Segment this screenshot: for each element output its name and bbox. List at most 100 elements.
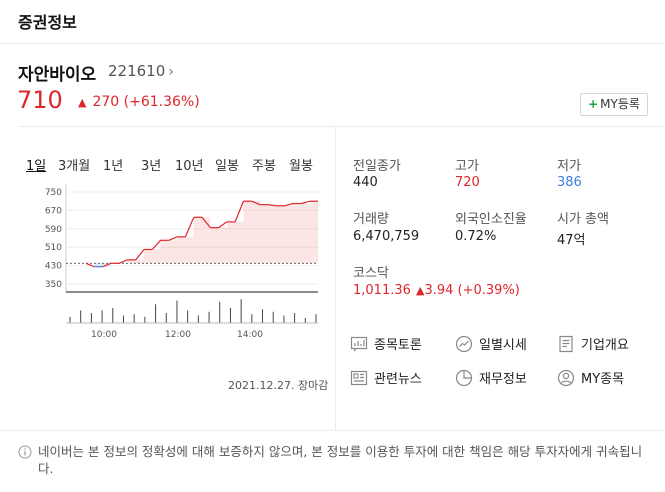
low-value: 386 <box>557 175 582 190</box>
y-tick-label: 430 <box>45 262 62 272</box>
my-register-label: MY등록 <box>600 97 640 111</box>
price-line-segment <box>135 249 145 261</box>
tab-monthly[interactable]: 월봉 <box>289 159 313 174</box>
daily-price-link[interactable]: 일별시세 <box>455 334 527 353</box>
price-line-segment <box>201 216 211 229</box>
price-area-up <box>268 204 277 264</box>
price-area-up <box>293 203 302 264</box>
stock-name-link[interactable]: 자안바이오 <box>18 65 97 85</box>
tab-1y[interactable]: 1년 <box>103 159 124 174</box>
price-change: ▲ 270 (+61.36%) <box>78 94 200 110</box>
x-tick-label: 12:00 <box>165 330 191 340</box>
disclaimer-text: 네이버는 본 정보의 정확성에 대해 보증하지 않으며, 본 정보를 이용한 투… <box>38 444 643 476</box>
prev-close-value: 440 <box>353 175 378 190</box>
price-line-segment <box>284 202 294 207</box>
price-area-up <box>251 201 260 264</box>
price-area-up <box>144 249 153 264</box>
index-change: ▲3.94 (+0.39%) <box>416 283 520 298</box>
news-link[interactable]: 관련뉴스 <box>350 368 422 387</box>
plus-icon: + <box>588 97 599 111</box>
market-cap-label: 시가 총액 <box>557 212 609 227</box>
price-area-up <box>210 227 219 264</box>
price-area-up <box>260 204 269 264</box>
intraday-chart[interactable]: 750 670 590 510 430 350 10:00 12:00 14:00 <box>18 180 323 345</box>
index-change-value: 3.94 (+0.39%) <box>424 283 520 298</box>
tab-3m[interactable]: 3개월 <box>58 159 91 174</box>
y-tick-label: 350 <box>45 280 62 290</box>
my-stock-label: MY종목 <box>581 372 625 387</box>
volume-label: 거래량 <box>353 212 389 227</box>
discussion-link[interactable]: 종목토론 <box>350 334 422 353</box>
price-area-up <box>135 259 144 264</box>
price-area-up <box>276 205 285 264</box>
price-area-up <box>160 240 169 264</box>
daily-price-label: 일별시세 <box>479 338 527 353</box>
foreign-value: 0.72% <box>455 229 497 244</box>
document-icon <box>559 335 573 352</box>
index-label: 코스닥 <box>353 266 389 281</box>
company-overview-link[interactable]: 기업개요 <box>557 334 629 353</box>
tab-weekly[interactable]: 주봉 <box>252 159 276 174</box>
tab-10y[interactable]: 10년 <box>175 159 204 174</box>
x-tick-label: 14:00 <box>237 330 263 340</box>
up-triangle-icon: ▲ <box>78 96 87 109</box>
prev-close-label: 전일종가 <box>353 159 401 174</box>
volume-value: 6,470,759 <box>353 229 420 244</box>
price-line-segment <box>301 200 310 205</box>
y-tick-label: 510 <box>45 243 62 253</box>
price-line-segment <box>151 239 162 250</box>
price-line-segment <box>168 236 178 241</box>
price-line-segment <box>218 221 228 229</box>
price-area-up <box>177 236 186 264</box>
divider <box>0 430 665 431</box>
financial-link[interactable]: 재무정보 <box>455 368 527 387</box>
disclaimer: 네이버는 본 정보의 정확성에 대해 보증하지 않으며, 본 정보를 이용한 투… <box>18 443 648 477</box>
high-label: 고가 <box>455 159 479 174</box>
price-area-down <box>94 263 103 267</box>
price-area-up <box>218 227 227 264</box>
section-title: 증권정보 <box>18 13 77 32</box>
price-line-segment <box>251 200 261 206</box>
price-area-up <box>185 236 194 264</box>
price-line-segment <box>184 217 195 238</box>
user-circle-icon <box>557 369 575 386</box>
divider <box>18 126 663 127</box>
news-label: 관련뉴스 <box>374 372 422 387</box>
y-tick-label: 750 <box>45 188 62 198</box>
my-register-button[interactable]: + MY등록 <box>580 93 648 116</box>
price-line-segment <box>118 259 128 264</box>
trend-circle-icon <box>455 335 473 352</box>
market-cap-value: 47억 <box>557 233 586 248</box>
tab-daily[interactable]: 일봉 <box>215 159 239 174</box>
header: 증권정보 <box>0 0 665 44</box>
chat-chart-icon <box>350 336 368 351</box>
info-icon <box>18 445 32 459</box>
price-line-segment <box>102 262 112 268</box>
discussion-label: 종목토론 <box>374 338 422 353</box>
price-area-up <box>168 240 178 264</box>
my-stock-link[interactable]: MY종목 <box>557 368 624 387</box>
up-triangle-icon: ▲ <box>416 284 425 297</box>
current-price: 710 <box>17 86 63 114</box>
price-area-up <box>301 203 310 264</box>
price-area-up <box>152 249 161 264</box>
price-area-up <box>193 217 202 264</box>
y-tick-label: 590 <box>45 225 62 235</box>
low-label: 저가 <box>557 159 581 174</box>
price-area-up <box>243 201 252 264</box>
price-area-up <box>309 201 318 264</box>
divider <box>335 127 336 430</box>
tab-1d[interactable]: 1일 <box>26 159 47 174</box>
financial-label: 재무정보 <box>479 372 527 387</box>
price-area-up <box>284 205 294 264</box>
x-tick-label: 10:00 <box>91 330 117 340</box>
index-value: 1,011.36 <box>353 283 411 298</box>
tab-3y[interactable]: 3년 <box>141 159 162 174</box>
y-tick-label: 670 <box>45 206 62 216</box>
chevron-right-icon: › <box>168 64 174 80</box>
foreign-label: 외국인소진율 <box>455 212 527 227</box>
price-area-up <box>127 259 136 264</box>
stock-code-link[interactable]: 221610 › <box>108 62 174 80</box>
chart-date: 2021.12.27. 장마감 <box>228 379 329 392</box>
company-overview-label: 기업개요 <box>581 338 629 353</box>
